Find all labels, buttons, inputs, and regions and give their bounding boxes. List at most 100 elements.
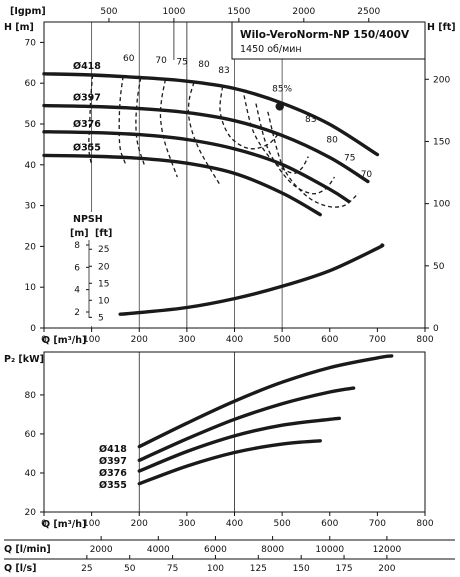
right-tick-label: 0 <box>433 324 439 334</box>
npsh-ft-tick-label: 15 <box>98 279 109 289</box>
x-tick-label: 400 <box>226 335 243 345</box>
head-curve-d397 <box>42 103 370 184</box>
head-chart-grid <box>91 22 283 328</box>
y-axis-label-power: P₂ [kW] <box>4 354 44 365</box>
npsh-label: NPSH <box>73 214 103 225</box>
power-x-tick-label: 600 <box>321 519 338 529</box>
efficiency-label: 70 <box>361 170 373 180</box>
x-tick-label: 0 <box>41 335 47 345</box>
top-tick-label: 1000 <box>162 7 185 17</box>
x-tick-label: 500 <box>274 335 291 345</box>
head-chart-ticks: 0 100 200 300 400 500 600 700 800010203040506070… <box>25 7 451 345</box>
top-tick-label: 2000 <box>292 7 315 17</box>
head-curves <box>42 72 385 316</box>
x-axis-label-head: Q [m³/h] <box>42 335 86 346</box>
y-tick-label: 40 <box>25 161 37 171</box>
head-curve-label: Ø418 <box>73 61 101 72</box>
power-x-tick-label: 400 <box>226 519 243 529</box>
head-curve-labels: Ø418 Ø397 Ø376 Ø355 <box>73 61 101 154</box>
npsh-ft-tick-label: 20 <box>98 262 110 272</box>
efficiency-label: 60 <box>123 54 135 64</box>
efficiency-isolines <box>88 74 359 208</box>
power-chart-frame <box>43 351 426 513</box>
title-box <box>231 21 426 60</box>
head-curve-label: Ø376 <box>73 119 101 130</box>
head-curve-d418 <box>42 72 380 157</box>
x-tick-label: 700 <box>369 335 386 345</box>
power-y-tick-label: 20 <box>25 508 37 518</box>
right-tick-label: 200 <box>433 75 450 85</box>
ls-tick-label: 175 <box>335 564 352 574</box>
efficiency-isoline <box>88 74 94 165</box>
power-curve-label: Ø355 <box>99 480 127 491</box>
right-tick-label: 100 <box>433 200 450 210</box>
lmin-tick-label: 6000 <box>204 545 227 555</box>
head-curve-d355 <box>42 153 322 217</box>
power-chart-grid <box>138 352 235 512</box>
top-tick-label: 1500 <box>227 7 250 17</box>
npsh-unit-m: [m] <box>70 228 89 239</box>
ls-tick-label: 125 <box>250 564 267 574</box>
efficiency-label: 85% <box>272 84 292 94</box>
power-curve-d376 <box>137 416 341 473</box>
npsh-m-tick-label: 8 <box>74 241 80 251</box>
power-curve-d355 <box>137 439 322 486</box>
efficiency-labels: 60 70 75 80 83 85% 83 80 75 70 <box>123 54 372 180</box>
efficiency-isoline <box>219 86 281 150</box>
efficiency-label: 75 <box>176 57 187 67</box>
efficiency-label: 80 <box>198 60 210 70</box>
x-tick-label: 200 <box>131 335 148 345</box>
npsh-unit-ft: [ft] <box>95 228 112 239</box>
power-x-tick-label: 200 <box>131 519 148 529</box>
y-tick-label: 70 <box>25 38 37 48</box>
npsh-m-tick-label: 4 <box>74 286 80 296</box>
efficiency-label: 75 <box>344 154 355 164</box>
y-axis-label-head: H [m] <box>4 22 34 33</box>
best-efficiency-point <box>275 102 284 111</box>
y-tick-label: 50 <box>25 120 37 130</box>
power-x-tick-label: 300 <box>178 519 195 529</box>
lmin-tick-label: 12000 <box>373 545 402 555</box>
lmin-tick-label: 4000 <box>147 545 170 555</box>
npsh-m-tick-label: 2 <box>74 308 80 318</box>
right-tick-label: 50 <box>433 262 445 272</box>
efficiency-label: 70 <box>155 56 167 66</box>
chart-subtitle: 1450 об/мин <box>240 44 302 55</box>
chart-title: Wilo-VeroNorm-NP 150/400V <box>240 29 410 41</box>
power-x-tick-label: 100 <box>83 519 100 529</box>
efficiency-isoline <box>255 103 336 195</box>
power-curve-d418 <box>137 354 394 449</box>
top-tick-label: 2500 <box>357 7 380 17</box>
npsh-curve <box>118 243 385 316</box>
power-curve-label: Ø397 <box>99 456 127 467</box>
y-tick-label: 20 <box>25 242 37 252</box>
ls-tick-label: 100 <box>207 564 224 574</box>
y-tick-label: 0 <box>30 324 36 334</box>
y-tick-label: 10 <box>25 283 37 293</box>
efficiency-isoline <box>187 82 221 186</box>
lmin-tick-label: 8000 <box>261 545 284 555</box>
x-axis-label-power: Q [m³/h] <box>42 519 86 530</box>
head-curve-d376 <box>42 130 351 204</box>
ls-tick-label: 200 <box>378 564 395 574</box>
power-y-tick-label: 40 <box>25 469 37 479</box>
npsh-ft-tick-label: 25 <box>98 245 109 255</box>
y-tick-label: 60 <box>25 79 37 89</box>
power-x-tick-label: 0 <box>41 519 47 529</box>
ls-tick-label: 50 <box>124 564 136 574</box>
ls-tick-label: 150 <box>293 564 310 574</box>
extra-axis-ticks: 2000 4000 6000 8000 10000 12000 25 50 75 100 125 15… <box>81 536 401 574</box>
lmin-tick-label: 2000 <box>90 545 113 555</box>
x-tick-label: 300 <box>178 335 195 345</box>
efficiency-label: 83 <box>305 115 316 125</box>
npsh-ft-tick-label: 10 <box>98 296 110 306</box>
ls-tick-label: 75 <box>167 564 178 574</box>
power-chart-ticks: 0 100 200 300 400 500 600 700 800 20 40 60 80 <box>25 391 434 529</box>
power-curves <box>137 354 394 486</box>
power-x-tick-label: 500 <box>274 519 291 529</box>
power-y-tick-label: 80 <box>25 391 37 401</box>
efficiency-label: 80 <box>326 135 338 145</box>
power-y-tick-label: 60 <box>25 430 37 440</box>
